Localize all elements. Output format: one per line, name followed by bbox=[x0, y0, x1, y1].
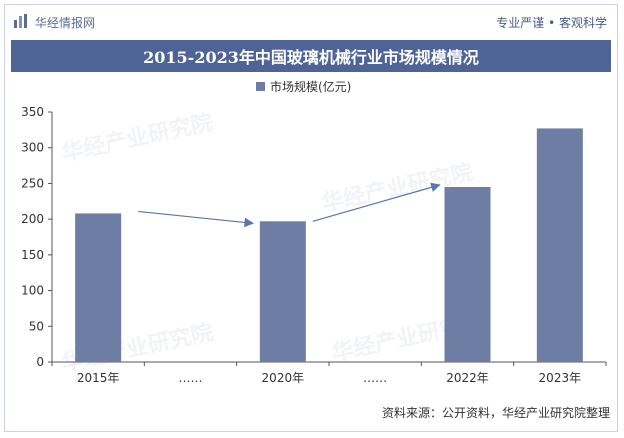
legend-label: 市场规模(亿元) bbox=[270, 80, 352, 94]
y-tick-label: 250 bbox=[21, 176, 44, 190]
bar bbox=[536, 128, 583, 362]
legend: 市场规模(亿元) bbox=[256, 78, 351, 95]
x-tick-label: …… bbox=[179, 371, 203, 385]
y-tick-label: 100 bbox=[21, 284, 44, 298]
trend-arrow-decline bbox=[138, 210, 255, 228]
x-tick-label: 2020年 bbox=[262, 371, 305, 385]
x-tick-label: 2023年 bbox=[539, 371, 582, 385]
brand: 华经情报网 bbox=[13, 13, 96, 31]
y-tick-label: 350 bbox=[21, 105, 44, 119]
bar bbox=[259, 221, 306, 362]
chart-title: 2015-2023年中国玻璃机械行业市场规模情况 bbox=[11, 40, 611, 72]
trend-arrow-increase bbox=[312, 182, 441, 222]
bar-chart-icon bbox=[13, 13, 29, 31]
brand-name: 华经情报网 bbox=[35, 15, 96, 30]
y-tick-label: 200 bbox=[21, 212, 44, 226]
slogan: 专业严谨 • 客观科学 bbox=[496, 15, 607, 30]
bar bbox=[444, 187, 491, 362]
bar bbox=[75, 213, 122, 362]
top-bar: 华经情报网 专业严谨 • 客观科学 bbox=[5, 5, 617, 39]
x-tick-label: 2015年 bbox=[77, 371, 120, 385]
x-tick-label: 2022年 bbox=[446, 371, 489, 385]
y-tick-label: 0 bbox=[36, 355, 44, 369]
source-note: 资料来源：公开资料，华经产业研究院整理 bbox=[381, 406, 610, 420]
y-tick-label: 150 bbox=[21, 248, 44, 262]
y-tick-label: 50 bbox=[29, 319, 44, 333]
y-tick-label: 300 bbox=[21, 141, 44, 155]
x-tick-label: …… bbox=[363, 371, 387, 385]
legend-swatch bbox=[256, 82, 265, 91]
